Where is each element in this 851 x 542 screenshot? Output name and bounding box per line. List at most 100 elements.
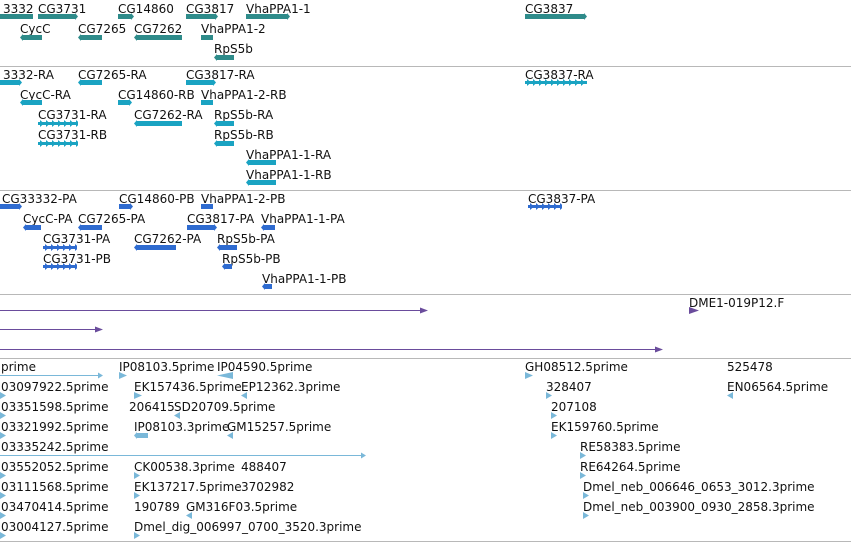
feature-glyph[interactable] (0, 452, 366, 460)
feature-label[interactable]: CG7265 (78, 22, 127, 36)
feature-glyph[interactable] (134, 432, 148, 440)
feature-glyph[interactable] (20, 99, 42, 107)
feature-glyph[interactable] (580, 472, 586, 480)
feature-label[interactable]: IP08103.5prime (119, 360, 215, 374)
feature-label[interactable]: RpS5b-PB (222, 252, 281, 266)
feature-glyph[interactable] (246, 159, 276, 167)
feature-glyph[interactable] (134, 120, 182, 128)
feature-label[interactable]: 207108 (551, 400, 597, 414)
feature-glyph[interactable] (201, 34, 213, 42)
feature-label[interactable]: CG3817-RA (186, 68, 255, 82)
feature-label[interactable]: 3332-RA (3, 68, 54, 82)
feature-glyph[interactable] (528, 203, 562, 211)
feature-label[interactable]: EK157436.5prime (134, 380, 242, 394)
feature-glyph[interactable] (118, 13, 134, 21)
feature-glyph[interactable] (134, 532, 140, 540)
feature-glyph[interactable] (134, 472, 140, 480)
feature-glyph[interactable] (119, 203, 133, 211)
feature-glyph[interactable] (0, 432, 6, 440)
feature-label[interactable]: EN06564.5prime (727, 380, 829, 394)
feature-label[interactable]: GM316F03.5prime (186, 500, 298, 514)
feature-label[interactable]: IP08103.3prime (134, 420, 230, 434)
feature-label[interactable]: CG7262-RA (134, 108, 203, 122)
feature-label[interactable]: CG7265-PA (78, 212, 146, 226)
feature-glyph[interactable] (186, 13, 218, 21)
feature-glyph[interactable] (0, 412, 6, 420)
feature-label[interactable]: CG3731-RB (38, 128, 108, 142)
feature-label[interactable]: Dmel_neb_003900_0930_2858.3prime (583, 500, 815, 514)
feature-glyph[interactable] (0, 326, 103, 334)
feature-glyph[interactable] (246, 179, 276, 187)
feature-label[interactable]: VhaPPA1-1-RB (246, 168, 332, 182)
feature-glyph[interactable] (546, 392, 552, 400)
feature-glyph[interactable] (174, 412, 180, 420)
feature-glyph[interactable] (186, 512, 192, 520)
feature-glyph[interactable] (0, 79, 22, 87)
feature-glyph[interactable] (134, 392, 142, 400)
feature-label[interactable]: EK137217.5prime (134, 480, 242, 494)
feature-label[interactable]: CG3837-PA (528, 192, 596, 206)
feature-glyph[interactable] (214, 54, 234, 62)
feature-glyph[interactable] (38, 13, 78, 21)
feature-label[interactable]: CG7262-PA (134, 232, 202, 246)
feature-glyph[interactable] (0, 372, 103, 380)
feature-label[interactable]: IP04590.5prime (217, 360, 313, 374)
feature-label[interactable]: 03111568.5prime (1, 480, 109, 494)
feature-glyph[interactable] (201, 99, 213, 107)
feature-label[interactable]: RpS5b-RB (214, 128, 274, 142)
feature-glyph[interactable] (78, 79, 102, 87)
feature-label[interactable]: 03004127.5prime (1, 520, 109, 534)
feature-label[interactable]: prime (1, 360, 36, 374)
feature-label[interactable]: CG3837-RA (525, 68, 594, 82)
feature-glyph[interactable] (78, 224, 102, 232)
feature-label[interactable]: 488407 (241, 460, 287, 474)
feature-glyph[interactable] (551, 432, 557, 440)
feature-glyph[interactable] (262, 283, 272, 291)
feature-label[interactable]: EK159760.5prime (551, 420, 659, 434)
feature-glyph[interactable] (134, 34, 182, 42)
feature-glyph[interactable] (38, 140, 78, 148)
feature-glyph[interactable] (261, 224, 275, 232)
feature-glyph[interactable] (78, 34, 102, 42)
feature-label[interactable]: VhaPPA1-1-RA (246, 148, 332, 162)
feature-glyph[interactable] (43, 263, 77, 271)
feature-label[interactable]: CycC-RA (20, 88, 71, 102)
feature-glyph[interactable] (20, 34, 42, 42)
feature-glyph[interactable] (118, 99, 132, 107)
feature-glyph[interactable] (551, 412, 557, 420)
feature-glyph[interactable] (525, 13, 587, 21)
feature-label[interactable]: RE58383.5prime (580, 440, 681, 454)
feature-glyph[interactable] (214, 120, 234, 128)
feature-glyph[interactable] (241, 392, 247, 400)
feature-label[interactable]: CG14860-RB (118, 88, 195, 102)
feature-glyph[interactable] (186, 79, 216, 87)
feature-label[interactable]: Dmel_dig_006997_0700_3520.3prime (134, 520, 362, 534)
feature-glyph[interactable] (217, 244, 237, 252)
feature-label[interactable]: CG3817 (186, 2, 235, 16)
feature-label[interactable]: VhaPPA1-1 (246, 2, 311, 16)
feature-label[interactable]: CycC (20, 22, 51, 36)
feature-glyph[interactable] (134, 244, 176, 252)
feature-glyph[interactable] (0, 203, 22, 211)
feature-label[interactable]: 03335242.5prime (1, 440, 109, 454)
feature-glyph[interactable] (580, 452, 586, 460)
feature-label[interactable]: VhaPPA1-2 (201, 22, 266, 36)
feature-glyph[interactable] (217, 372, 233, 380)
feature-glyph[interactable] (246, 13, 290, 21)
feature-label[interactable]: 03552052.5prime (1, 460, 109, 474)
feature-glyph[interactable] (201, 203, 213, 211)
feature-label[interactable]: RpS5b-RA (214, 108, 274, 122)
feature-glyph[interactable] (0, 13, 33, 21)
feature-label[interactable]: 03097922.5prime (1, 380, 109, 394)
feature-label[interactable]: RE64264.5prime (580, 460, 681, 474)
feature-glyph[interactable] (0, 512, 6, 520)
feature-glyph[interactable] (727, 392, 733, 400)
feature-glyph[interactable] (525, 372, 533, 380)
feature-glyph[interactable] (187, 224, 217, 232)
feature-label[interactable]: 3332 (3, 2, 34, 16)
feature-glyph[interactable] (0, 472, 6, 480)
feature-glyph[interactable] (43, 244, 77, 252)
feature-glyph[interactable] (0, 492, 6, 500)
feature-label[interactable]: CK00538.3prime (134, 460, 235, 474)
feature-label[interactable]: DME1-019P12.F (689, 296, 785, 310)
